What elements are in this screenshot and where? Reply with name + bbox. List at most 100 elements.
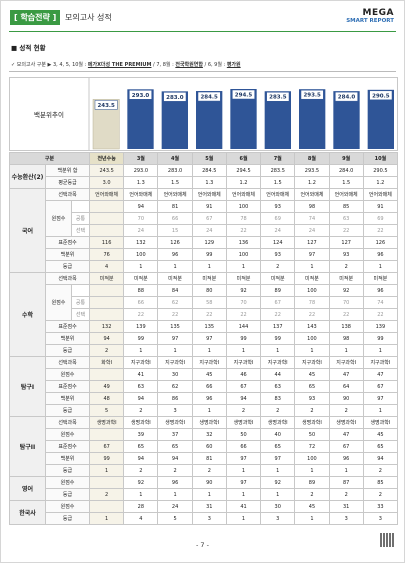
cell: 47 [362, 368, 399, 381]
cell: 미적분 [294, 272, 330, 285]
cell: 96 [157, 248, 193, 261]
table-row: 등급 4 1 1 1 1 2 1 2 1 [10, 260, 399, 273]
row-label: 원점수 [44, 500, 91, 513]
group-name: 국어 [9, 188, 46, 273]
table-row: 공통 66 62 58 70 67 78 70 74 [10, 296, 399, 309]
group-name: 탐구I [9, 356, 46, 417]
cell: 1 [328, 464, 364, 477]
cell: 94 [123, 392, 159, 405]
cell: 언어와매체 [191, 188, 227, 201]
cell: 74 [362, 296, 399, 309]
table-row: 표준점수 49 63 62 66 67 63 65 64 67 [10, 380, 399, 393]
cell [89, 296, 125, 309]
cell: 94 [123, 452, 159, 465]
cell: 290.5 [362, 164, 399, 177]
cell: 37 [157, 428, 193, 441]
note: ✓ 모의고사 구분 ▶ 3, 4, 5, 10월 : 메가X더성 THE PRE… [11, 61, 241, 68]
cell: 1 [260, 464, 296, 477]
cell: 1 [260, 488, 296, 501]
cell: 지구과학I [362, 356, 399, 369]
cell: 67 [328, 440, 364, 453]
cell: 47 [328, 428, 364, 441]
group-name: 탐구II [9, 416, 46, 477]
group-name: 영어 [9, 476, 46, 501]
group-name: 한국사 [9, 500, 46, 525]
column-header: 7월 [260, 152, 296, 165]
cell: 미적분 [225, 272, 262, 285]
cell: 100 [225, 200, 262, 213]
cell: 1.5 [157, 176, 193, 189]
cell: 293.5 [294, 164, 330, 177]
cell: 243.5 [89, 164, 125, 177]
cell: 70 [225, 296, 262, 309]
cell: 100 [294, 332, 330, 345]
cell [89, 428, 125, 441]
value-label: 293.5 [303, 93, 321, 99]
table-row: 공통 70 66 67 78 69 74 63 69 [10, 212, 399, 225]
cell: 136 [225, 236, 262, 249]
cell: 92 [328, 284, 364, 297]
value-box [94, 100, 118, 110]
cell: 144 [225, 320, 262, 333]
note-part: / 7, 8월 : [151, 62, 176, 68]
cell: 50 [225, 428, 262, 441]
cell: 99 [89, 452, 125, 465]
cell: 69 [260, 212, 296, 225]
cell: 91 [191, 200, 227, 213]
cell: 2 [123, 404, 159, 417]
cell: 116 [89, 236, 125, 249]
cell: 94 [362, 452, 399, 465]
value-label: 284.0 [338, 95, 356, 101]
note-part: 전국학원연합 [175, 62, 203, 68]
value-label: 293.0 [132, 93, 150, 99]
value-box [197, 91, 221, 102]
cell: 1 [294, 512, 330, 525]
cell: 22 [225, 308, 262, 321]
cell: 30 [157, 368, 193, 381]
cell: 124 [260, 236, 296, 249]
row-label: 원점수 [45, 200, 72, 237]
table-row: 선택 24 15 24 22 24 24 22 22 [10, 224, 399, 237]
cell: 24 [191, 224, 227, 237]
cell: 생명과학I [191, 416, 227, 429]
cell: 3.0 [89, 176, 125, 189]
value-label: 284.5 [200, 95, 218, 101]
cell: 4 [123, 512, 159, 525]
table-row: 수학 선택과목 미적분 미적분 미적분 미적분 미적분 미적분 미적분 미적분 미적분 [9, 272, 399, 357]
cell: 39 [123, 428, 159, 441]
cell: 88 [123, 284, 159, 297]
cell: 135 [191, 320, 227, 333]
cell: 99 [123, 332, 159, 345]
cell: 2 [157, 464, 193, 477]
cell: 127 [328, 236, 364, 249]
cell: 45 [362, 428, 399, 441]
table-row: 백분위 76 100 96 99 100 93 97 93 96 [10, 248, 399, 261]
cell: 지구과학I [294, 356, 330, 369]
cell: 22 [123, 308, 159, 321]
cell [89, 500, 125, 513]
column-header: 10월 [362, 152, 399, 165]
cell: 47 [328, 368, 364, 381]
column-header: 3월 [123, 152, 159, 165]
cell: 2 [328, 260, 364, 273]
section-title: ■ 성적 현황 [11, 44, 46, 52]
table-row: 한국사 원점수 28 24 31 41 30 45 31 33 [9, 500, 399, 525]
cell: 96 [362, 248, 399, 261]
cell: 1 [89, 464, 125, 477]
cell: 1 [294, 464, 330, 477]
row-label: 등급 [44, 464, 91, 477]
cell: 1 [294, 344, 330, 357]
table-row: 등급 1 2 2 2 1 1 1 1 2 [10, 464, 399, 477]
cell: 99 [260, 332, 296, 345]
cell: 2 [123, 464, 159, 477]
cell: 45 [294, 500, 330, 513]
cell [89, 476, 125, 489]
cell: 93 [294, 392, 330, 405]
cell: 67 [191, 212, 227, 225]
cell: 98 [328, 332, 364, 345]
cell: 78 [294, 296, 330, 309]
cell: 미적분 [157, 272, 193, 285]
cell [89, 284, 125, 297]
cell: 64 [328, 380, 364, 393]
cell [89, 200, 125, 213]
